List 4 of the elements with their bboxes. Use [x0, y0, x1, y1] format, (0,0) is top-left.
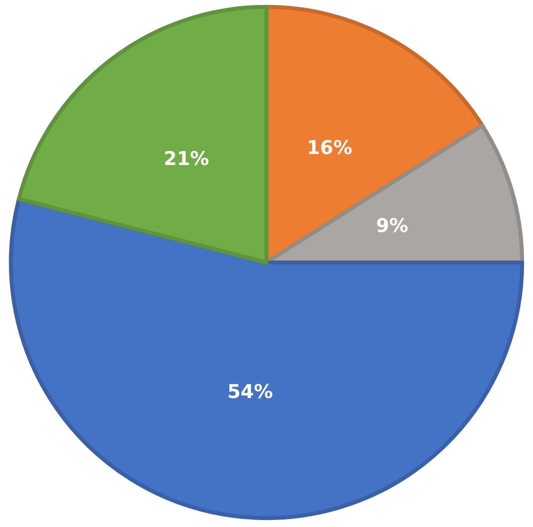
data-label: 9%	[376, 214, 408, 237]
data-label: 16%	[306, 136, 352, 159]
data-label: 21%	[164, 148, 210, 170]
data-label: 54%	[227, 381, 273, 404]
